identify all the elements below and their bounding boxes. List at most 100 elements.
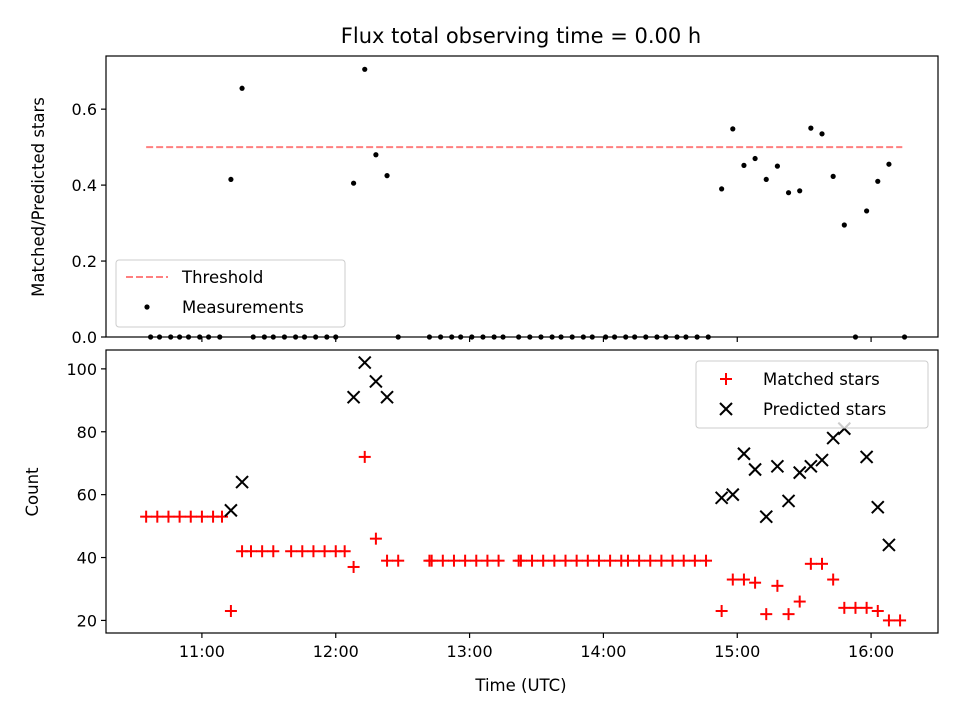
matched-star-point [688,554,701,567]
matched-star-point [267,545,280,558]
predicted-star-point [882,538,896,552]
bottom-y-axis-label: Count [23,467,42,517]
bottom-x-ticks: 11:00 12:00 13:00 14:00 15:00 16:00 [179,633,894,661]
measurement-point [797,188,803,194]
measurement-point [730,126,736,132]
matched-star-point [224,604,237,617]
measurement-point [384,173,390,179]
matched-star-point [296,545,309,558]
matched-star-point [369,532,382,545]
matched-star-point [537,554,550,567]
legend-predicted-label: Predicted stars [763,400,886,419]
matched-star-point [195,510,208,523]
predicted-star-point [815,453,829,467]
matched-star-point [760,608,773,621]
predicted-star-point [792,465,807,480]
measurement-point [350,180,357,186]
matched-star-point [459,554,472,567]
predicted-star-point [224,503,238,518]
matched-star-point [381,554,394,567]
top-legend: Threshold Measurements [115,259,346,328]
matched-star-point [677,554,690,567]
predicted-star-point [871,500,885,514]
measurement-point [886,161,892,167]
matched-star-point [816,557,829,570]
bottom-legend: Matched stars Predicted stars [695,360,929,429]
matched-star-point [358,450,371,463]
matched-star-point [492,554,505,567]
predicted-star-point [781,494,796,508]
bottom-legend-box [695,360,929,429]
matched-star-point [771,579,784,592]
matched-star-point [666,554,679,567]
measurement-point [719,186,725,192]
matched-star-point [436,554,449,567]
matched-star-point [173,510,186,523]
matched-star-point [604,554,617,567]
matched-star-point [481,554,494,567]
measurement-point [373,152,379,158]
matched-star-point [737,573,750,586]
predicted-star-point [804,459,818,474]
measurement-point [752,155,758,162]
matched-star-point [860,601,873,614]
matched-star-point [570,554,583,567]
legend-threshold-label: Threshold [181,268,263,287]
matched-star-point [338,545,351,558]
matched-star-point [782,608,795,621]
chart-title: Flux total observing time = 0.00 h [341,24,701,48]
predicted-star-point [714,491,729,505]
legend-matched-label: Matched stars [763,370,880,389]
matched-star-point [749,576,762,589]
matched-star-point [256,545,269,558]
predicted-star-point [770,459,785,474]
top-y-axis-label: Matched/Predicted stars [29,97,48,297]
matched-star-point [882,614,895,627]
bottom-x-tick-label: 13:00 [447,642,493,661]
top-y-ticks: 0.0 0.2 0.4 0.6 [72,100,106,347]
matched-star-point [793,595,806,608]
bottom-panel: 20 40 60 80 100 11:00 12:00 13:00 14:00 15:00 16:… [23,349,939,695]
legend-measurements-label: Measurements [182,298,304,317]
matched-star-point [592,554,605,567]
predicted-star-point [748,462,762,477]
bottom-x-tick-label: 11:00 [179,642,225,661]
bottom-x-tick-label: 14:00 [580,642,626,661]
measurement-point [228,176,234,183]
matched-star-point [140,510,153,523]
matched-star-point [526,554,539,567]
matched-star-point [514,554,527,567]
x-axis-label: Time (UTC) [474,676,566,695]
bottom-x-tick-label: 12:00 [313,642,359,661]
predicted-star-point [859,450,874,464]
matched-star-point [559,554,572,567]
bottom-y-ticks: 20 40 60 80 100 [66,360,106,630]
predicted-star-point [369,374,383,389]
measurement-point [785,190,792,196]
matched-star-point [307,545,320,558]
measurement-point [741,162,747,168]
bottom-y-tick-label: 100 [66,360,97,379]
matched-star-point [151,510,164,523]
bottom-x-tick-label: 16:00 [848,642,894,661]
legend-measurements-swatch [144,304,150,310]
matched-star-point [392,554,405,567]
predicted-star-point [726,487,740,502]
predicted-star-point [737,447,751,461]
bottom-axes-frame [105,349,939,634]
predicted-star-point [826,431,840,445]
top-y-tick-label: 0.4 [72,176,97,195]
matched-star-point [644,554,657,567]
matched-star-point [447,554,460,567]
measurement-point [362,66,368,72]
bottom-plot-area [140,355,907,627]
top-y-tick-label: 0.6 [72,100,97,119]
top-x-ticks [201,337,872,342]
matched-star-point [715,604,728,617]
predicted-star-point [380,390,394,404]
measurement-point [763,176,769,183]
predicted-star-point [235,475,249,489]
matched-star-point [849,601,862,614]
